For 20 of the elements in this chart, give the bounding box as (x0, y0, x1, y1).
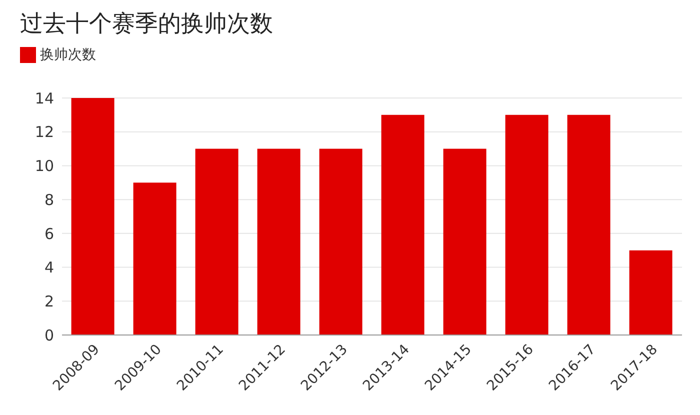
y-tick-label: 10 (34, 157, 54, 176)
bar (505, 114, 548, 335)
bar (567, 114, 610, 335)
y-tick-label: 0 (44, 326, 54, 344)
y-tick-label: 14 (34, 89, 54, 108)
chart-title: 过去十个赛季的换帅次数 (20, 10, 273, 39)
y-tick-label: 6 (44, 224, 54, 243)
bar (71, 98, 114, 335)
bar (443, 148, 486, 335)
bar (133, 182, 176, 335)
y-tick-label: 8 (44, 190, 54, 209)
bar (257, 148, 300, 335)
legend-label: 换帅次数 (40, 47, 96, 63)
y-tick-label: 12 (34, 123, 54, 142)
y-tick-label: 2 (44, 292, 54, 310)
bar (629, 250, 672, 335)
y-tick-label: 4 (44, 258, 54, 277)
bar (381, 114, 424, 335)
bar (195, 148, 238, 335)
bar (319, 148, 362, 335)
